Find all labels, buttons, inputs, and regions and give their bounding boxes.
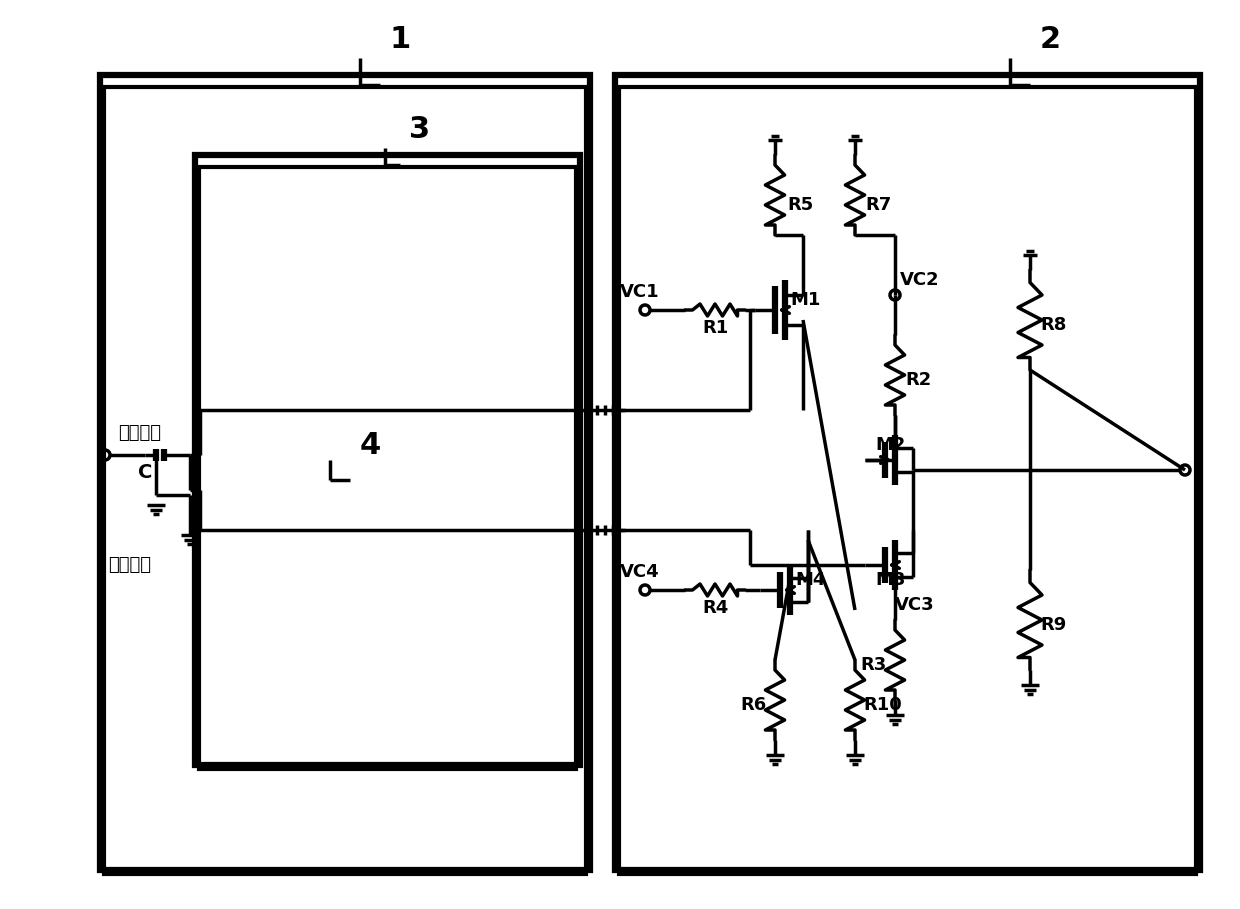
Text: R8: R8 xyxy=(1040,316,1066,334)
Text: 1: 1 xyxy=(389,25,410,55)
Bar xyxy=(100,75,590,870)
Bar xyxy=(198,167,577,769)
Text: VC3: VC3 xyxy=(895,596,935,614)
Text: VC2: VC2 xyxy=(900,271,940,289)
Text: R9: R9 xyxy=(1040,616,1066,634)
Text: R1: R1 xyxy=(702,319,728,337)
Bar xyxy=(619,87,1197,874)
Text: M2: M2 xyxy=(875,436,905,454)
Text: M3: M3 xyxy=(875,571,905,589)
Text: 3: 3 xyxy=(409,115,430,145)
Text: 4: 4 xyxy=(360,431,381,460)
Text: R2: R2 xyxy=(905,371,931,389)
Text: R4: R4 xyxy=(702,599,728,617)
Text: R3: R3 xyxy=(861,656,887,674)
Text: 2: 2 xyxy=(1039,25,1060,55)
Text: M4: M4 xyxy=(795,571,826,589)
Text: R10: R10 xyxy=(863,696,901,714)
Bar xyxy=(615,75,1200,870)
Text: R6: R6 xyxy=(740,696,766,714)
Text: 射频输入: 射频输入 xyxy=(119,424,161,442)
Text: VC1: VC1 xyxy=(620,283,660,301)
Text: 射频接地: 射频接地 xyxy=(109,556,151,574)
Bar xyxy=(104,87,587,874)
Text: VC4: VC4 xyxy=(620,563,660,581)
Bar xyxy=(195,155,580,765)
Text: R7: R7 xyxy=(866,196,892,214)
Text: M1: M1 xyxy=(790,291,821,309)
Text: C: C xyxy=(138,464,153,483)
Text: R5: R5 xyxy=(787,196,813,214)
